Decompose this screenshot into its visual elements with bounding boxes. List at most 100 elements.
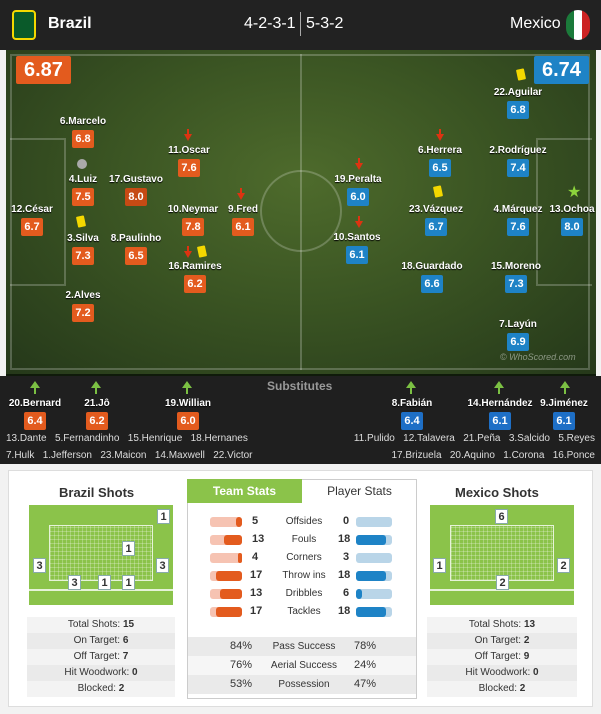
away-shot-map: 6 1 2 2	[430, 505, 574, 605]
shot-zone-count: 2	[496, 575, 509, 590]
player-name: 6.Marcelo	[59, 116, 107, 127]
right-penalty-box	[536, 138, 592, 286]
bench-player[interactable]: 23.Maicon	[100, 450, 147, 461]
away-team-name[interactable]: Mexico	[510, 15, 561, 32]
bench-player[interactable]: 14.Maxwell	[154, 450, 205, 461]
bench-player[interactable]: 16.Ponce	[552, 450, 595, 461]
bench-player[interactable]: 1.Jefferson	[42, 450, 92, 461]
bench-player[interactable]: 7.Hulk	[6, 450, 35, 461]
tab-team-stats[interactable]: Team Stats	[187, 479, 302, 503]
tab-player-stats[interactable]: Player Stats	[327, 484, 392, 498]
player-rating: 6.5	[125, 247, 147, 265]
stat-row-corners: 4 Corners 3	[188, 549, 416, 567]
player-rating: 6.1	[232, 218, 254, 236]
player-name: 6.Herrera	[418, 145, 462, 156]
player-rating: 6.6	[421, 275, 443, 293]
player-rating: 6.8	[72, 130, 94, 148]
player-name: 17.Gustavo	[109, 174, 163, 185]
home-team-name[interactable]: Brazil	[48, 15, 92, 32]
player-rating: 8.0	[125, 188, 147, 206]
team-stats-box: Team Stats Player Stats 5 Offsides 0 13 …	[187, 479, 417, 699]
shot-summary-row: Off Target: 7	[27, 649, 175, 665]
stat-row-throw-ins: 17 Throw ins 18	[188, 567, 416, 585]
six-yard-line	[29, 589, 173, 591]
bench-player[interactable]: 15.Henrique	[127, 433, 183, 444]
pitch: 6.87 6.74 12.César 6.7 6.Marcelo 6.8 4.L…	[6, 50, 596, 376]
player-name: 10.Neymar	[167, 204, 219, 215]
stat-row-pass-success: 84% Pass Success 78%	[188, 637, 416, 656]
bench-player[interactable]: 13.Dante	[6, 433, 47, 444]
away-stat-value: 0	[343, 515, 350, 527]
pitch-outline	[10, 54, 590, 370]
bench-player[interactable]: 18.Hernanes	[190, 433, 248, 444]
player-name: 9.Fred	[227, 204, 259, 215]
player-rating: 7.3	[505, 275, 527, 293]
shot-zone-count: 3	[33, 558, 46, 573]
player-rating: 6.9	[507, 333, 529, 351]
bench-player[interactable]: 11.Pulido	[353, 433, 395, 444]
away-stat-bar	[356, 607, 386, 617]
shot-zone-count: 3	[156, 558, 169, 573]
player-name: 19.Willian	[164, 398, 212, 409]
player-rating: 6.0	[177, 412, 199, 430]
shot-zone-count: 1	[433, 558, 446, 573]
stat-label: Tackles	[287, 606, 321, 617]
home-stat-value: 5	[252, 515, 259, 527]
away-shots-title: Mexico Shots	[455, 485, 539, 500]
home-stat-value: 13	[250, 587, 263, 599]
subbed-on-icon	[406, 381, 416, 394]
shot-summary-row: Hit Woodwork: 0	[27, 665, 175, 681]
player-rating: 6.2	[86, 412, 108, 430]
away-team-rating: 6.74	[534, 56, 589, 84]
player-rating: 6.2	[184, 275, 206, 293]
shot-summary-row: On Target: 2	[427, 633, 577, 649]
bench-player[interactable]: 22.Victor	[213, 450, 253, 461]
away-stat-value: 3	[343, 551, 350, 563]
home-stat-bar	[216, 571, 242, 581]
bench-player[interactable]: 5.Reyes	[558, 433, 595, 444]
stat-label: Possession	[278, 679, 330, 690]
stat-label: Pass Success	[272, 641, 336, 652]
away-stat-value: 18	[338, 533, 351, 545]
subbed-off-icon	[237, 188, 245, 200]
home-shots-summary: Total Shots: 15 On Target: 6 Off Target:…	[27, 617, 175, 697]
subbed-off-icon	[355, 216, 363, 228]
watermark: © WhoScored.com	[500, 352, 576, 362]
home-stat-bar	[238, 553, 242, 563]
player-rating: 7.4	[507, 159, 529, 177]
bench-player[interactable]: 3.Salcido	[508, 433, 550, 444]
bench-player[interactable]: 17.Brizuela	[391, 450, 442, 461]
bench-player[interactable]: 12.Talavera	[403, 433, 455, 444]
home-stat-value: 76%	[230, 659, 253, 671]
player-name: 19.Peralta	[334, 174, 382, 185]
player-rating: 6.7	[425, 218, 447, 236]
player-name: 12.César	[11, 204, 53, 215]
player-name: 2.Alves	[65, 290, 101, 301]
shot-zone-count: 6	[495, 509, 508, 524]
player-rating: 6.1	[346, 246, 368, 264]
player-rating: 6.5	[429, 159, 451, 177]
stat-row-dribbles: 13 Dribbles 6	[188, 585, 416, 603]
player-name: 8.Paulinho	[110, 233, 162, 244]
bench-player[interactable]: 5.Fernandinho	[54, 433, 120, 444]
home-stat-bar	[236, 517, 242, 527]
player-rating: 7.6	[178, 159, 200, 177]
player-rating: 7.2	[72, 304, 94, 322]
formation-divider	[300, 12, 301, 36]
player-name: 2.Rodríguez	[489, 145, 547, 156]
player-name: 10.Santos	[333, 232, 381, 243]
bench-player[interactable]: 21.Peña	[463, 433, 501, 444]
man-of-the-match-icon: ★	[567, 184, 582, 201]
bench-player[interactable]: 1.Corona	[503, 450, 545, 461]
bench-player[interactable]: 20.Aquino	[449, 450, 495, 461]
player-rating: 6.1	[553, 412, 575, 430]
shot-zone-count: 3	[68, 575, 81, 590]
home-stat-bar	[224, 535, 242, 545]
player-rating: 7.8	[182, 218, 204, 236]
home-bench-row-1: 13.Dante 5.Fernandinho 15.Henrique 18.He…	[6, 433, 248, 444]
player-name: 15.Moreno	[490, 261, 542, 272]
shot-summary-row: On Target: 6	[27, 633, 175, 649]
shot-zone-count: 1	[98, 575, 111, 590]
subbed-off-icon	[184, 129, 192, 141]
player-name: 11.Oscar	[168, 145, 210, 156]
